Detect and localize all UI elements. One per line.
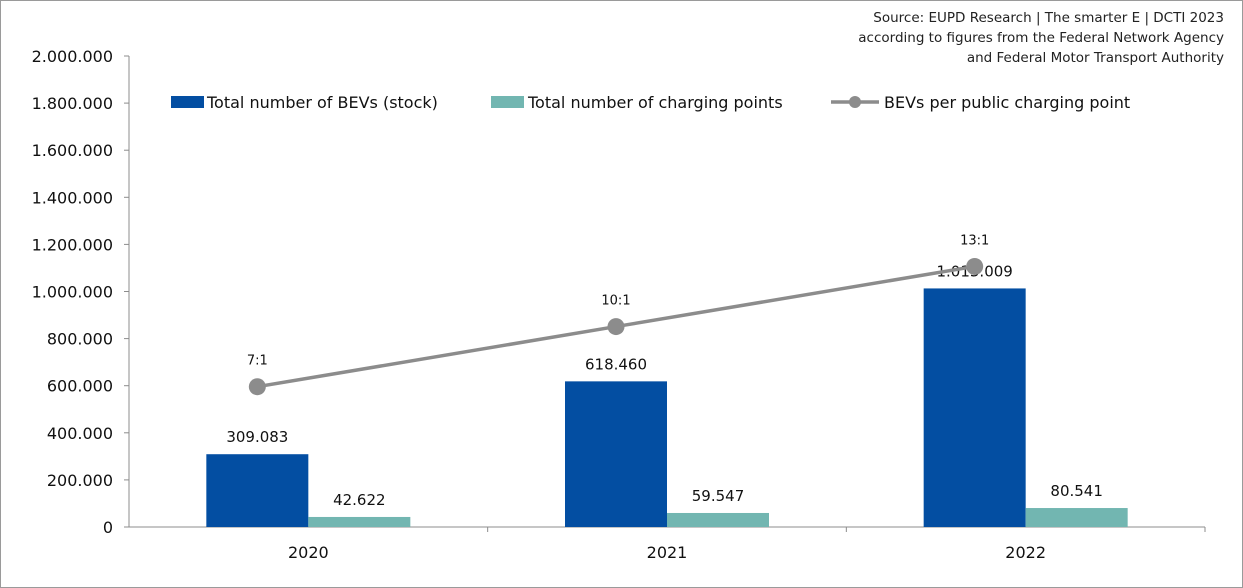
ratio-label: 10:1 xyxy=(601,294,630,309)
bev-bar-label: 309.083 xyxy=(226,428,288,446)
charging-points-bar xyxy=(308,516,411,527)
charging-points-bar-label: 80.541 xyxy=(1050,482,1103,500)
x-tick-label: 2020 xyxy=(288,543,329,562)
charging-points-bar xyxy=(1025,508,1128,527)
ratio-point xyxy=(248,378,266,396)
charging-points-bar-label: 59.547 xyxy=(692,487,745,505)
x-tick-label: 2021 xyxy=(647,543,688,562)
y-tick-label: 0 xyxy=(103,518,113,537)
source-line-3: and Federal Motor Transport Authority xyxy=(966,50,1224,66)
y-tick-label: 1.200.000 xyxy=(32,235,113,254)
y-tick-label: 400.000 xyxy=(47,424,113,443)
y-tick-label: 200.000 xyxy=(47,471,113,490)
legend-swatch-bev xyxy=(171,96,204,108)
y-tick-label: 1.000.000 xyxy=(32,283,113,302)
y-tick-label: 1.600.000 xyxy=(32,141,113,160)
ratio-point xyxy=(607,318,625,336)
y-tick-label: 1.400.000 xyxy=(32,188,113,207)
ratio-point xyxy=(966,257,984,275)
source-line-2: according to figures from the Federal Ne… xyxy=(858,30,1224,46)
charging-points-bar xyxy=(667,512,769,527)
y-tick-label: 600.000 xyxy=(47,377,113,396)
legend-label-ratio: BEVs per public charging point xyxy=(884,93,1130,112)
y-tick-label: 1.800.000 xyxy=(32,94,113,113)
bev-bar-label: 618.460 xyxy=(585,355,647,373)
ratio-label: 13:1 xyxy=(960,233,989,248)
legend-label-charging-points: Total number of charging points xyxy=(527,93,783,112)
legend-swatch-charging-points xyxy=(491,96,524,108)
bev-bar xyxy=(565,381,667,527)
x-tick-label: 2022 xyxy=(1005,543,1046,562)
y-tick-label: 2.000.000 xyxy=(32,47,113,66)
legend-label-bev: Total number of BEVs (stock) xyxy=(206,93,438,112)
source-line-1: Source: EUPD Research | The smarter E | … xyxy=(873,10,1224,26)
legend-marker-ratio xyxy=(849,96,861,108)
y-tick-label: 800.000 xyxy=(47,330,113,349)
source-note: Source: EUPD Research | The smarter E | … xyxy=(858,8,1224,68)
ratio-label: 7:1 xyxy=(247,354,268,369)
bev-bar xyxy=(206,454,309,527)
bev-bar xyxy=(923,288,1026,527)
charging-points-bar-label: 42.622 xyxy=(333,491,386,509)
